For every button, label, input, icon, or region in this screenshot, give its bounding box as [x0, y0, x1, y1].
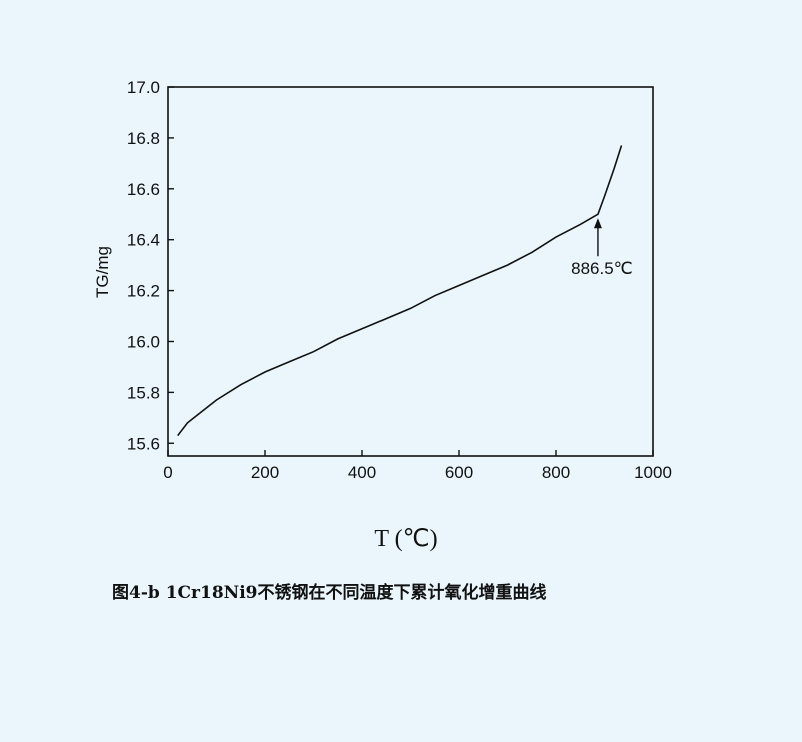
annotation-arrowhead — [593, 218, 602, 229]
tg-chart: 0 200 400 600 800 1000 15.6 15.8 16.0 16.2 16.4 16… — [93, 78, 672, 552]
y-axis-ticks: 15.6 15.8 16.0 16.2 16.4 16.6 16.8 17.0 — [127, 78, 174, 453]
x-tick-label: 200 — [251, 463, 279, 482]
y-tick-label: 16.8 — [127, 129, 160, 148]
y-tick-label: 16.2 — [127, 282, 160, 301]
figure-caption: 图4-b 1Cr18Ni9不锈钢在不同温度下累计氧化增重曲线 — [112, 583, 547, 603]
plot-frame — [167, 86, 654, 457]
tg-series-line — [177, 145, 623, 437]
x-tick-label: 800 — [542, 463, 570, 482]
y-tick-label: 15.8 — [127, 383, 160, 402]
x-axis-label: T (℃) — [374, 526, 437, 552]
x-tick-label: 600 — [445, 463, 473, 482]
x-tick-label: 400 — [348, 463, 376, 482]
y-tick-label: 16.0 — [127, 332, 160, 351]
x-tick-label: 1000 — [634, 463, 672, 482]
annotation: 886.5℃ — [571, 218, 633, 278]
y-axis-label: TG/mg — [93, 246, 112, 298]
y-tick-label: 17.0 — [127, 78, 160, 97]
y-tick-label: 16.6 — [127, 180, 160, 199]
annotation-label: 886.5℃ — [571, 259, 633, 278]
y-tick-label: 15.6 — [127, 434, 160, 453]
x-tick-label: 0 — [163, 463, 172, 482]
y-tick-label: 16.4 — [127, 231, 160, 250]
x-axis-ticks: 0 200 400 600 800 1000 — [163, 450, 672, 482]
